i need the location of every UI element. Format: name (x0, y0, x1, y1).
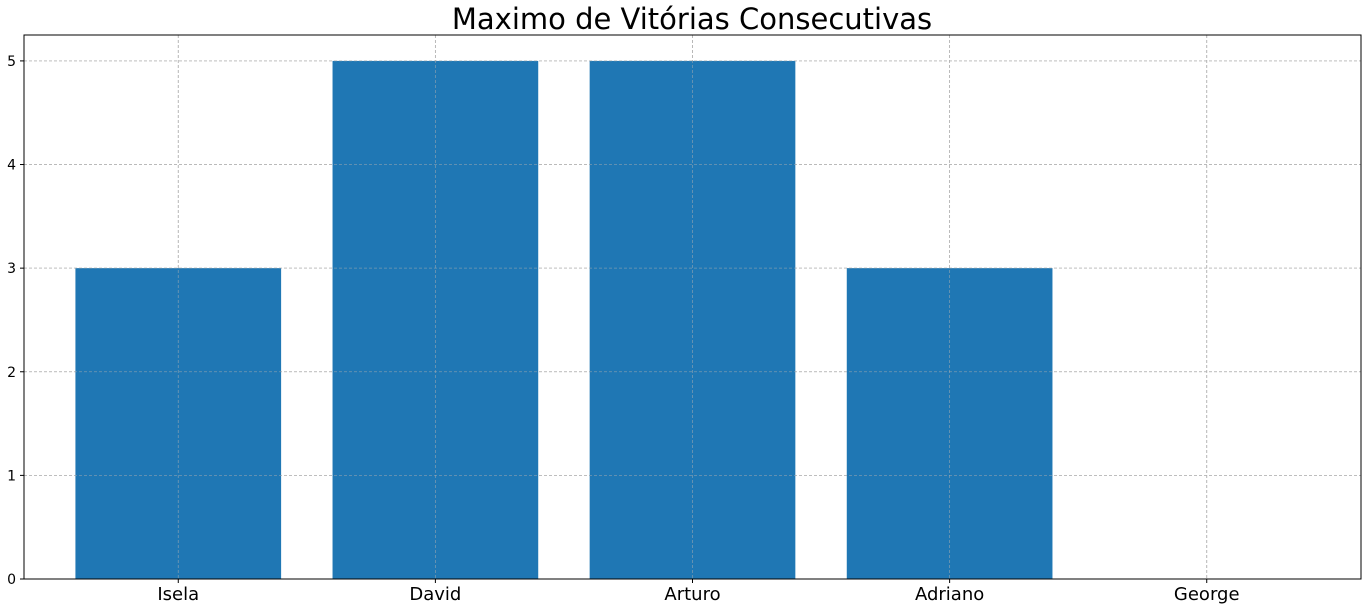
x-tick-label-david: David (409, 584, 461, 605)
x-tick-label-isela: Isela (157, 584, 199, 605)
y-tick-labels: 0 1 2 3 4 5 (7, 54, 16, 588)
y-tick-label: 0 (7, 572, 16, 588)
y-tick-label: 1 (7, 468, 16, 484)
y-tick-label: 5 (7, 54, 16, 70)
x-tick-label-george: George (1174, 584, 1240, 605)
x-tick-labels: Isela David Arturo Adriano George (157, 584, 1239, 605)
x-tick-label-adriano: Adriano (915, 584, 984, 605)
plot-frame (23, 34, 1362, 580)
chart-title: Maximo de Vitórias Consecutivas (452, 2, 932, 36)
axes (20, 34, 1362, 583)
y-tick-label: 2 (7, 365, 16, 381)
x-tick-label-arturo: Arturo (664, 584, 720, 605)
y-tick-label: 4 (7, 158, 16, 174)
bars (75, 60, 1053, 579)
y-tick-label: 3 (7, 261, 16, 277)
